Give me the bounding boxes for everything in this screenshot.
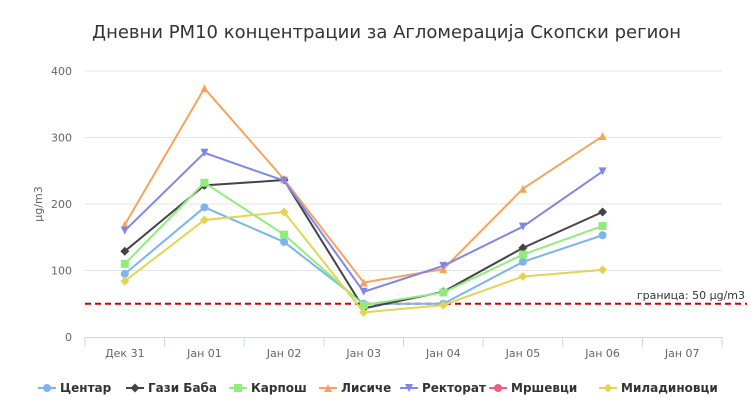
x-tick-label: Јан 03 [345,347,381,360]
data-point [518,250,527,259]
x-tick-label: Јан 04 [425,347,461,360]
series-7 [120,207,608,317]
legend: Центар Гази Баба Карпош Лисиче Ректорат Мршев… [0,378,753,398]
legend-label: Мршевци [511,381,578,395]
data-point [598,132,607,141]
data-point [598,265,608,275]
data-point [359,307,369,317]
data-point [280,176,289,185]
legend-label: Миладиновци [621,381,718,395]
legend-item[interactable]: Гази Баба [126,378,217,398]
data-point [439,288,448,297]
data-point [518,271,528,281]
legend-label: Лисиче [341,381,392,395]
data-point [120,246,130,256]
series-line [124,210,603,314]
legend-marker [405,384,413,392]
data-point [518,222,527,231]
x-tick-label: Јан 07 [664,347,700,360]
legend-label: Ректорат [422,381,486,395]
data-point [279,207,289,217]
legend-symbol [126,383,144,393]
data-point [280,237,289,246]
limit-line-label: граница: 50 μg/m3 [637,289,745,302]
x-tick-label: Дек 31 [105,347,145,360]
legend-item[interactable]: Ректорат [400,378,486,398]
y-axis-title: μg/m3 [32,186,45,221]
y-tick-label: 400 [51,65,72,78]
legend-item[interactable]: Мршевци [489,378,577,398]
data-point [438,300,448,310]
data-point [120,276,130,286]
legend-symbol [400,384,418,392]
y-tick-label: 100 [51,265,72,278]
data-point [598,221,607,230]
legend-item[interactable]: Лисиче [319,378,391,398]
data-point [598,167,607,176]
data-point [598,231,607,240]
chart-title: Дневни PM10 концентрации за Агломерација… [92,22,682,43]
series-5 [120,148,607,296]
data-point [280,230,289,239]
legend-symbol [599,383,617,393]
x-tick-label: Јан 01 [186,347,222,360]
data-point [120,259,129,268]
data-point [439,261,448,270]
data-point [518,184,527,193]
legend-marker [234,384,242,392]
legend-marker [494,384,502,392]
legend-item[interactable]: Центар [38,378,111,398]
legend-label: Центар [60,381,112,395]
legend-item[interactable]: Миладиновци [599,378,718,398]
data-point [518,257,527,266]
data-point [120,269,129,278]
x-tick-label: Јан 05 [505,347,541,360]
data-point [199,215,209,225]
y-tick-label: 0 [65,331,72,344]
legend-symbol [229,384,247,392]
legend-symbol [489,384,507,392]
data-point [200,148,209,157]
data-point [359,287,368,296]
data-point [359,301,368,310]
x-tick-label: Јан 02 [266,347,302,360]
legend-item[interactable]: Карпош [229,378,307,398]
y-tick-label: 200 [51,198,72,211]
x-tick-label: Јан 06 [584,347,620,360]
y-tick-label: 300 [51,132,72,145]
data-point [120,226,129,235]
legend-label: Гази Баба [148,381,218,395]
data-point [598,207,608,217]
legend-marker [130,383,140,393]
series-4 [120,84,607,287]
data-point [518,243,528,253]
legend-symbol [38,384,56,392]
series-3 [120,178,607,310]
data-point [200,84,209,93]
legend-marker [43,384,51,392]
legend-label: Карпош [251,381,307,395]
legend-marker [603,383,613,393]
data-point [200,178,209,187]
data-point [359,278,368,287]
data-point [200,203,209,212]
legend-marker [324,384,332,392]
legend-symbol [319,384,337,392]
series-line [123,87,604,284]
